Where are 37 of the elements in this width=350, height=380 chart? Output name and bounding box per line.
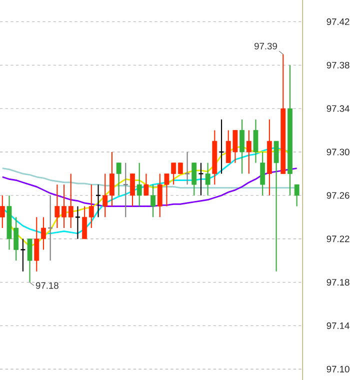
- y-tick-label: 97.34: [326, 105, 350, 112]
- candlestick: [178, 162, 183, 174]
- y-tick-label: 97.38: [326, 62, 350, 68]
- candlestick: [150, 184, 156, 218]
- candlestick: [68, 173, 74, 229]
- y-tick-label: 97.14: [326, 322, 350, 330]
- candlestick: [116, 162, 122, 196]
- y-tick-label: 97.30: [326, 148, 350, 156]
- candlestick: [34, 216, 40, 272]
- candlestick: [260, 151, 266, 196]
- candlestick: [198, 162, 204, 196]
- y-tick-label: 97.22: [326, 236, 350, 242]
- candlestick: [130, 173, 135, 207]
- candlestick: [20, 238, 26, 272]
- annotation: 97.18: [36, 282, 58, 289]
- candlestick: [246, 130, 252, 174]
- candlestick: [109, 151, 114, 207]
- candlestick: [240, 118, 245, 174]
- candlestick: [88, 184, 94, 229]
- annotation: 97.39: [254, 42, 277, 50]
- candlestick: [0, 194, 5, 229]
- y-tick-label: 97.10: [326, 366, 350, 372]
- candlestick: [205, 162, 210, 196]
- candlestick: [82, 206, 88, 240]
- candlestick: [136, 162, 142, 207]
- candlestick: [274, 140, 279, 272]
- candlestick: [294, 184, 300, 207]
- y-tick-label: 97.18: [326, 278, 350, 286]
- candlestick: [102, 173, 108, 218]
- y-tick-label: 97.26: [326, 192, 350, 199]
- candlestick: [184, 151, 190, 186]
- candlestick: [253, 118, 258, 164]
- candlestick: [27, 238, 32, 283]
- candlestick: [144, 173, 149, 196]
- candlestick: [41, 216, 46, 250]
- y-tick-label: 97.42: [326, 18, 350, 26]
- candlestick: [192, 162, 197, 196]
